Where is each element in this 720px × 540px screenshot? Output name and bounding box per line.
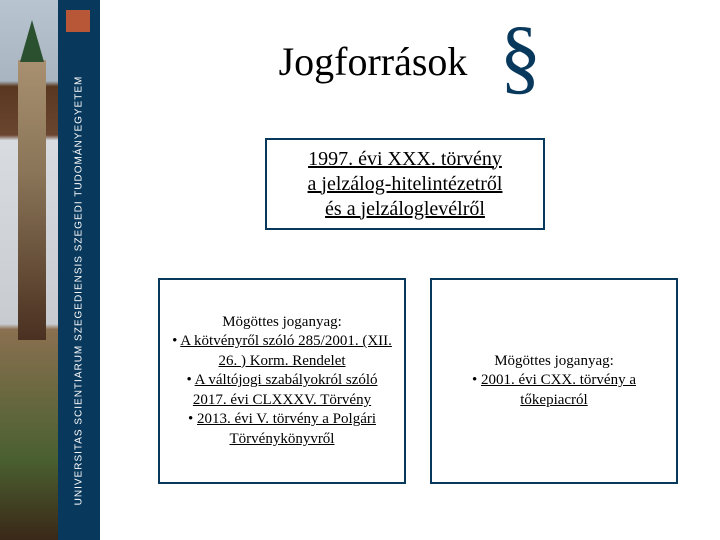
university-label-text: UNIVERSITAS SCIENTIARUM SZEGEDIENSIS SZE… [74, 75, 85, 505]
left-item1: A kötvényről szóló 285/2001. (XII. 26. )… [180, 333, 392, 369]
law-line2: a jelzálog-hitelintézetről [308, 173, 503, 195]
left-sources-box: Mögöttes joganyag: • A kötvényről szóló … [158, 278, 406, 484]
slide: UNIVERSITAS SCIENTIARUM SZEGEDIENSIS SZE… [0, 0, 720, 540]
tower-spire [20, 20, 44, 62]
left-item3: 2013. évi V. törvény a Polgári Törvénykö… [197, 411, 376, 447]
left-heading: Mögöttes joganyag: [222, 314, 342, 330]
law-line3: és a jelzáloglevélről [325, 198, 485, 220]
university-label: UNIVERSITAS SCIENTIARUM SZEGEDIENSIS SZE… [58, 40, 100, 540]
right-sources-box: Mögöttes joganyag: • 2001. évi CXX. törv… [430, 278, 678, 484]
content-area: Jogforrások § 1997. évi XXX. törvény a j… [100, 0, 720, 540]
law-title-box: 1997. évi XXX. törvény a jelzálog-hiteli… [265, 138, 545, 230]
law-line1: 1997. évi XXX. törvény [308, 148, 502, 170]
right-heading: Mögöttes joganyag: [494, 353, 614, 369]
sidebar: UNIVERSITAS SCIENTIARUM SZEGEDIENSIS SZE… [0, 0, 100, 540]
tower-shape [18, 60, 46, 340]
logo-square [66, 10, 90, 32]
left-item2: A váltójogi szabályokról szóló 2017. évi… [193, 372, 378, 408]
title-row: Jogforrások § [100, 32, 720, 91]
slide-title: Jogforrások [279, 38, 468, 85]
right-item1: 2001. évi CXX. törvény a tőkepiacról [481, 372, 636, 408]
section-sign-icon: § [499, 28, 541, 87]
sidebar-photo [0, 0, 58, 540]
